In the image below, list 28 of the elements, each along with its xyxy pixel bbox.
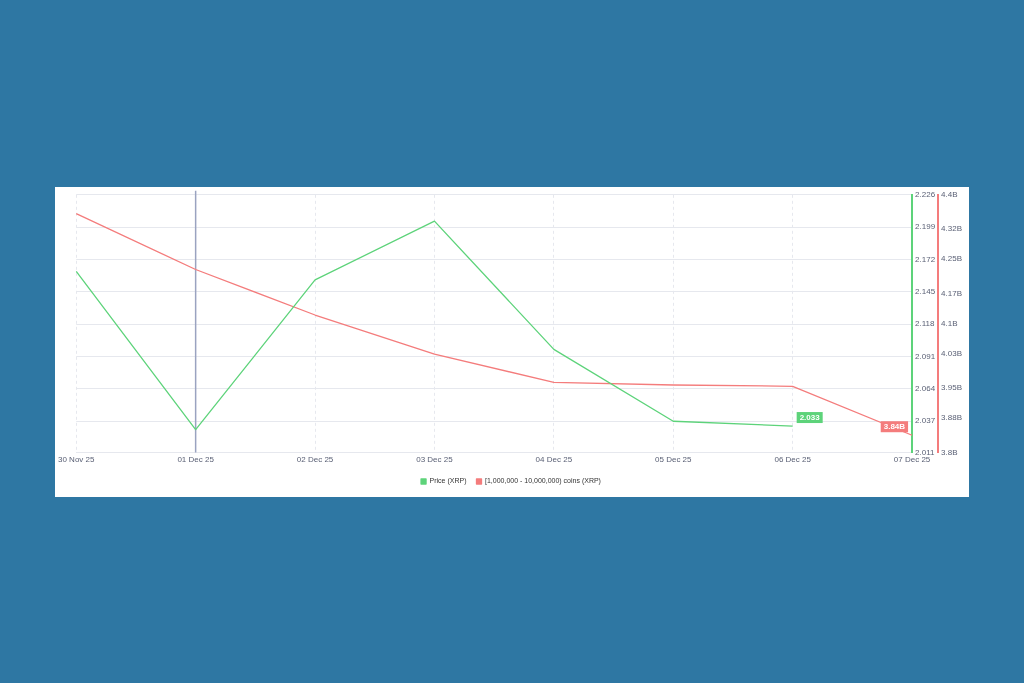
- y-tick-label: 2.199: [915, 222, 936, 232]
- y2-tick-label: 4.03B: [941, 348, 962, 358]
- x-tick-label: 04 Dec 25: [535, 455, 573, 465]
- y-tick-label: 2.037: [915, 416, 936, 426]
- x-tick-label: 05 Dec 25: [655, 455, 693, 465]
- y-tick-label: 2.226: [915, 190, 936, 199]
- y2-tick-label: 4.32B: [941, 224, 962, 234]
- x-tick-label: 07 Dec 25: [893, 455, 931, 465]
- y2-tick-label: 4.25B: [941, 254, 962, 264]
- y-tick-label: 2.172: [915, 254, 936, 264]
- x-tick-label: 30 Nov 25: [58, 455, 96, 465]
- data-label: 2.033: [799, 412, 821, 422]
- x-tick-label: 01 Dec 25: [177, 455, 215, 465]
- y2-tick-label: 4.17B: [941, 288, 962, 298]
- y-tick-label: 2.011: [915, 447, 936, 457]
- x-tick-label: 03 Dec 25: [416, 455, 454, 465]
- y-tick-label: 2.064: [915, 384, 936, 394]
- y2-tick-label: 4.4B: [941, 190, 958, 199]
- y-tick-label: 2.145: [915, 287, 936, 297]
- x-tick-label: 02 Dec 25: [296, 455, 334, 465]
- y2-tick-label: 3.95B: [941, 383, 962, 393]
- x-tick-label: 06 Dec 25: [774, 455, 812, 465]
- y2-tick-label: 4.1B: [941, 318, 958, 328]
- y2-tick-label: 3.8B: [941, 447, 958, 457]
- data-label: 3.84B: [883, 421, 906, 431]
- y2-tick-label: 3.88B: [941, 413, 962, 423]
- y-tick-label: 2.118: [915, 319, 936, 329]
- y-tick-label: 2.091: [915, 351, 936, 361]
